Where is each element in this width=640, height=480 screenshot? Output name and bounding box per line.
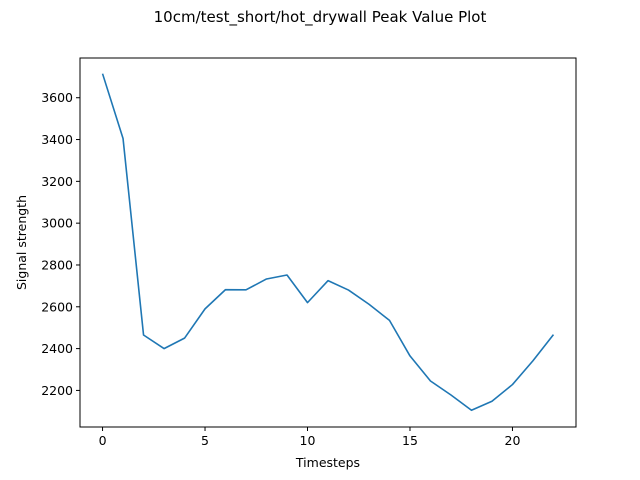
- x-tick-label: 5: [201, 433, 209, 448]
- x-tick-label: 20: [505, 433, 521, 448]
- series-group: [101, 73, 555, 412]
- y-axis-label: Signal strength: [14, 195, 29, 290]
- y-tick-label: 3200: [41, 174, 73, 189]
- chart-title: 10cm/test_short/hot_drywall Peak Value P…: [154, 8, 487, 27]
- x-tick-label: 0: [99, 433, 107, 448]
- y-tick-label: 3000: [41, 216, 73, 231]
- plot-frame: [79, 57, 577, 428]
- y-tick-label: 2200: [41, 383, 73, 398]
- y-tick-label: 2400: [41, 341, 73, 356]
- y-tick-label: 2600: [41, 299, 73, 314]
- x-tick-label: 15: [402, 433, 418, 448]
- series-line: [101, 73, 555, 412]
- y-tick-label: 3600: [41, 90, 73, 105]
- x-tick-label: 10: [300, 433, 316, 448]
- y-tick-label: 3400: [41, 132, 73, 147]
- axes: 0 5 10 15 20 2200 2400 2600 2800 3000 3200 3400 3600: [41, 90, 520, 448]
- x-axis-label: Timesteps: [295, 455, 360, 470]
- y-tick-label: 2800: [41, 257, 73, 272]
